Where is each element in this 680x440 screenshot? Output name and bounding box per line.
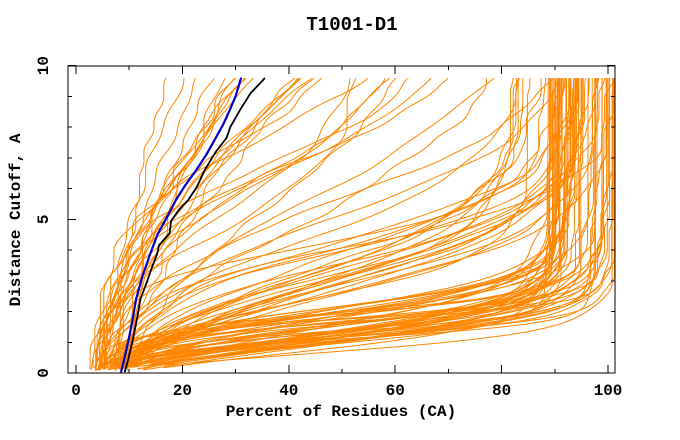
- model-curve: [119, 78, 589, 365]
- model-curve: [111, 78, 608, 369]
- model-curve: [126, 78, 575, 365]
- model-curve: [141, 78, 570, 367]
- model-curve: [105, 78, 487, 366]
- model-curve: [117, 78, 597, 367]
- model-curve: [129, 78, 518, 369]
- y-tick-label: 10: [35, 56, 53, 75]
- model-curve: [116, 78, 520, 365]
- model-curve: [134, 78, 552, 367]
- model-curve: [129, 78, 576, 366]
- model-curve: [127, 78, 215, 371]
- model-curve: [96, 78, 247, 367]
- model-curve: [90, 78, 432, 371]
- model-curve: [164, 78, 615, 366]
- model-curve: [102, 78, 185, 368]
- axis-tick-labels: 0 20 40 60 80 100 0 5 10: [35, 56, 622, 400]
- model-curve: [113, 78, 519, 370]
- model-curve: [118, 78, 584, 369]
- model-curve: [113, 78, 579, 368]
- x-tick-label: 0: [71, 382, 81, 400]
- model-curve: [121, 78, 571, 366]
- model-ensemble-curves: [89, 78, 615, 371]
- x-tick-label: 60: [386, 382, 405, 400]
- model-curve: [95, 78, 615, 371]
- model-curve: [129, 78, 606, 366]
- model-curve: [103, 78, 322, 370]
- model-curve: [117, 78, 235, 368]
- highlight-curves: [120, 77, 266, 373]
- model-curve: [101, 78, 582, 368]
- x-tick-label: 40: [279, 382, 298, 400]
- chart-title: T1001-D1: [306, 14, 397, 36]
- highlight-model-blue-curve: [120, 77, 242, 373]
- model-curve: [111, 78, 300, 367]
- model-curve: [110, 78, 578, 365]
- model-curve: [123, 78, 566, 369]
- x-tick-label: 100: [594, 382, 623, 400]
- model-curve: [117, 78, 226, 367]
- model-curve: [102, 78, 552, 366]
- x-tick-label: 20: [173, 382, 192, 400]
- x-axis-label: Percent of Residues (CA): [226, 403, 456, 421]
- model-curve: [118, 78, 531, 367]
- x-tick-label: 80: [492, 382, 511, 400]
- model-curve: [104, 78, 577, 370]
- model-curve: [108, 78, 590, 371]
- model-curve: [95, 78, 357, 369]
- model-curve: [113, 78, 559, 370]
- model-curve: [96, 78, 495, 371]
- model-curve: [95, 78, 302, 369]
- model-curve: [92, 78, 368, 369]
- y-tick-label: 0: [35, 368, 53, 378]
- model-curve: [104, 78, 196, 369]
- plot-axes: [67, 65, 616, 374]
- model-curve: [103, 78, 386, 366]
- model-curve: [164, 78, 572, 365]
- model-curve: [101, 78, 596, 366]
- y-axis-label: Distance Cutoff, A: [7, 133, 25, 306]
- model-curve: [114, 78, 167, 370]
- highlight-model-black-curve: [124, 77, 266, 373]
- model-curve: [124, 78, 560, 365]
- model-curve: [102, 78, 555, 368]
- y-tick-label: 5: [35, 214, 53, 224]
- model-curve: [120, 78, 524, 368]
- model-curve: [123, 78, 542, 369]
- axis-ticks: [68, 65, 615, 374]
- model-curve: [107, 78, 586, 370]
- model-curve: [129, 78, 549, 366]
